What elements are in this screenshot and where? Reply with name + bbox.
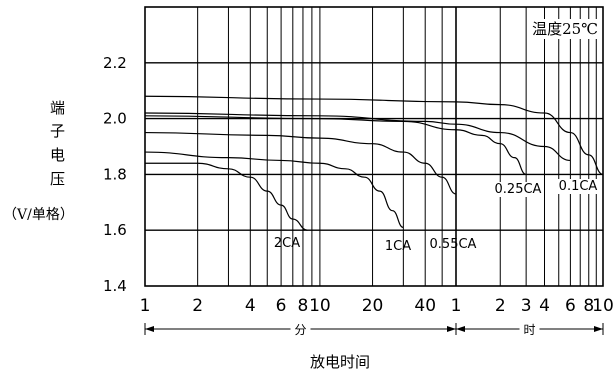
minutes-range-arrowhead-left	[145, 326, 154, 332]
ylabel-char-0: 端	[50, 99, 66, 117]
series-label: 0.55CA	[430, 237, 477, 252]
discharge-curve-025ca	[144, 115, 527, 175]
temperature-annotation: 温度25℃	[532, 20, 598, 38]
x-tick-label: 8	[583, 296, 594, 316]
x-tick-label: 8	[298, 296, 309, 316]
y-tick-label: 1.4	[103, 277, 127, 295]
x-tick-label: 10	[592, 296, 613, 316]
series-label-background	[557, 179, 599, 194]
x-tick-label: 40	[414, 296, 436, 316]
discharge-curve-2ca	[144, 162, 308, 231]
discharge-curve-01ca	[144, 95, 604, 175]
series-label: 0.1CA	[559, 179, 598, 194]
discharge-curve-unlabeled	[144, 112, 571, 162]
x-tick-label: 20	[362, 296, 384, 316]
ylabel-char-2: 电	[50, 146, 66, 164]
minutes-range-label: 分	[294, 323, 306, 337]
x-tick-label: 6	[565, 296, 576, 316]
minutes-range-arrowhead-right	[447, 326, 456, 332]
hours-range-arrowhead-left	[456, 326, 465, 332]
ylabel-char-3: 压	[50, 170, 66, 188]
y-tick-label: 2.0	[103, 110, 127, 128]
series-label-background	[493, 182, 543, 197]
x-tick-label: 2	[495, 296, 506, 316]
y-tick-label: 1.8	[103, 165, 127, 183]
x-tick-label: 4	[245, 296, 256, 316]
ylabel-unit: （V/单格）	[3, 207, 74, 223]
x-tick-label: 10	[309, 296, 331, 316]
hours-range-label: 时	[523, 323, 535, 337]
x-tick-label: 4	[539, 296, 550, 316]
y-tick-label: 1.6	[103, 221, 127, 239]
series-label: 2CA	[274, 236, 300, 251]
series-label: 1CA	[385, 239, 411, 254]
x-tick-label: 2	[192, 296, 203, 316]
series-label: 0.25CA	[495, 182, 542, 197]
x-tick-label: 1	[140, 296, 151, 316]
y-tick-label: 2.2	[103, 54, 127, 72]
discharge-curve-055ca	[144, 131, 457, 195]
annotation-background	[529, 19, 600, 39]
plot-frame	[144, 6, 604, 287]
discharge-curve-1ca	[144, 151, 404, 229]
x-axis-title: 放电时间	[310, 353, 371, 371]
x-tick-label: 6	[276, 296, 287, 316]
hours-range-arrowhead-right	[594, 326, 603, 332]
x-tick-label: 3	[521, 296, 532, 316]
ylabel-char-1: 子	[50, 122, 66, 140]
x-tick-label: 1	[451, 296, 462, 316]
